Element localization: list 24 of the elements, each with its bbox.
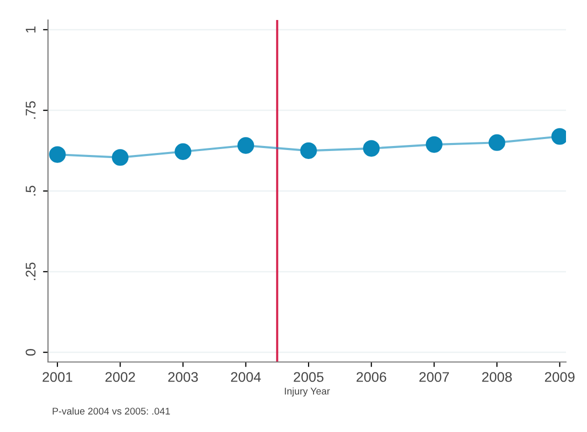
x-tick-label: 2008 [482, 372, 512, 382]
x-tick-label: 2001 [42, 372, 72, 382]
x-tick-label: 2007 [419, 372, 449, 382]
point [488, 134, 506, 151]
point [426, 136, 442, 153]
point [237, 137, 254, 154]
y-tick-label: 1 [26, 26, 36, 32]
x-axis-title: Injury Year [284, 387, 330, 397]
text: P-value 2004 vs 2005: .041 [52, 407, 170, 415]
point [363, 140, 380, 157]
y-tick-label: .5 [26, 186, 36, 196]
x-tick-label: 2006 [356, 372, 386, 382]
y-tick-label: 0 [26, 349, 36, 356]
point [112, 149, 129, 166]
x-tick-label: 2003 [168, 372, 198, 382]
point [300, 142, 317, 160]
y-tick-label: .25 [26, 262, 36, 280]
point [174, 143, 192, 160]
x-tick-label: 2002 [105, 372, 135, 382]
point [49, 146, 66, 163]
x-tick-label: 2005 [294, 372, 324, 382]
x-tick-label: 2009 [544, 372, 575, 382]
x-tick-label: 2004 [231, 372, 261, 382]
y-tick-label: .75 [26, 101, 36, 119]
